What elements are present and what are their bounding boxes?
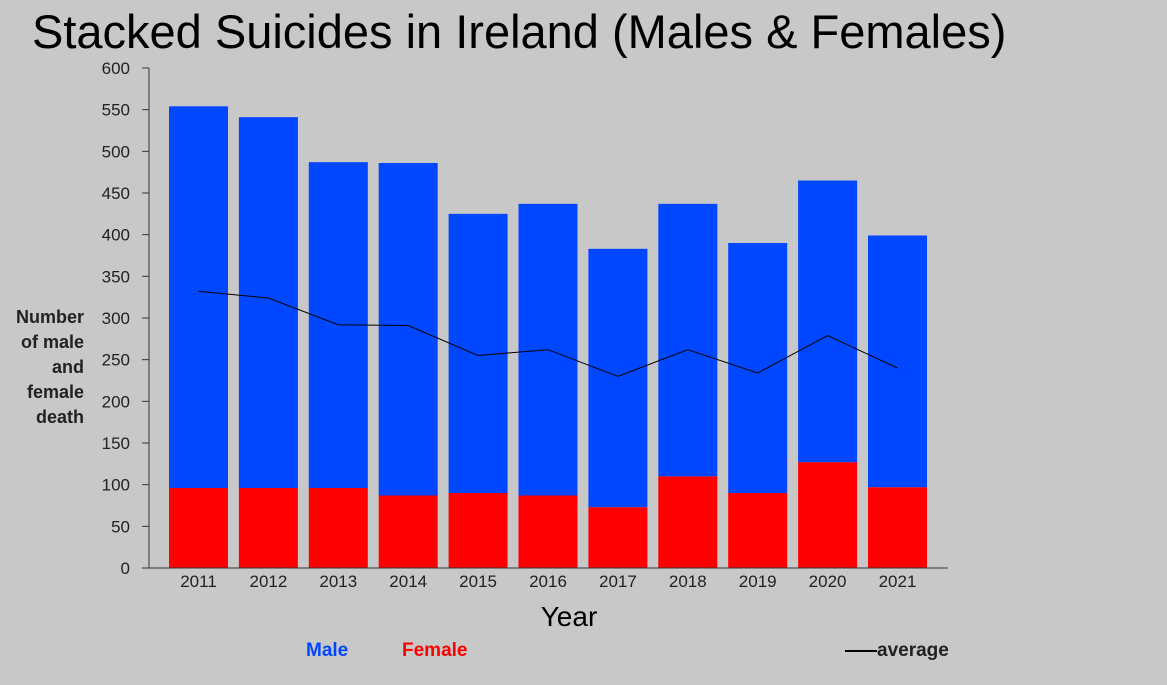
y-tick-label-150: 150 bbox=[102, 434, 130, 453]
bar-male-2019 bbox=[728, 243, 788, 493]
bar-male-2011 bbox=[169, 106, 228, 488]
x-tick-label-2014: 2014 bbox=[389, 572, 427, 591]
y-tick-label-300: 300 bbox=[102, 309, 130, 328]
bar-female-2011 bbox=[169, 488, 228, 568]
bar-female-2016 bbox=[518, 495, 578, 568]
y-tick-label-200: 200 bbox=[102, 392, 130, 411]
x-tick-label-2012: 2012 bbox=[249, 572, 287, 591]
bar-female-2018 bbox=[658, 476, 718, 568]
x-tick-label-2016: 2016 bbox=[529, 572, 567, 591]
y-tick-label-550: 550 bbox=[102, 101, 130, 120]
bar-female-2013 bbox=[308, 488, 368, 568]
axes-group: 0 50 100 150 200 250 300 350 400 450 500 550 600 2011… bbox=[102, 59, 948, 591]
average-line-group bbox=[198, 290, 898, 377]
y-tick-label-450: 450 bbox=[102, 184, 130, 203]
y-tick-label-600: 600 bbox=[102, 59, 130, 78]
bar-female-2020 bbox=[798, 462, 858, 568]
x-tick-label-2011: 2011 bbox=[180, 572, 217, 591]
x-tick-label-2021: 2021 bbox=[879, 572, 917, 591]
y-tick-label-400: 400 bbox=[102, 226, 130, 245]
bar-female-2014 bbox=[378, 495, 438, 568]
legend-male: Male bbox=[306, 640, 349, 661]
bars-group bbox=[169, 106, 927, 568]
y-tick-label-250: 250 bbox=[102, 351, 130, 370]
y-tick-label-0: 0 bbox=[121, 559, 130, 578]
y-tick-label-50: 50 bbox=[111, 517, 130, 536]
bar-male-2014 bbox=[378, 163, 438, 496]
bar-female-2017 bbox=[588, 507, 648, 568]
x-tick-label-2017: 2017 bbox=[599, 572, 637, 591]
y-axis-label: Number of male and female death bbox=[15, 307, 84, 427]
bar-male-2012 bbox=[238, 117, 298, 489]
x-tick-label-2020: 2020 bbox=[809, 572, 847, 591]
bar-male-2020 bbox=[798, 180, 858, 463]
bar-male-2021 bbox=[868, 235, 927, 488]
x-tick-label-2019: 2019 bbox=[739, 572, 777, 591]
y-tick-label-500: 500 bbox=[102, 142, 130, 161]
y-tick-label-350: 350 bbox=[102, 267, 130, 286]
x-axis-label: Year bbox=[541, 601, 598, 632]
bar-male-2018 bbox=[658, 203, 718, 477]
bar-male-2017 bbox=[588, 248, 648, 508]
x-tick-label-2013: 2013 bbox=[319, 572, 357, 591]
legend-average: average bbox=[845, 640, 949, 662]
legend-average-label: average bbox=[877, 640, 949, 661]
legend-average-line bbox=[845, 650, 877, 652]
bar-female-2012 bbox=[238, 488, 298, 568]
x-tick-label-2018: 2018 bbox=[669, 572, 707, 591]
y-tick-label-100: 100 bbox=[102, 476, 130, 495]
legend-female: Female bbox=[402, 640, 468, 661]
bar-female-2021 bbox=[868, 487, 927, 568]
x-tick-label-2015: 2015 bbox=[459, 572, 497, 591]
bar-female-2019 bbox=[728, 493, 788, 568]
average-line bbox=[198, 290, 898, 377]
bar-female-2015 bbox=[448, 493, 508, 568]
chart-title: Stacked Suicides in Ireland (Males & Fem… bbox=[32, 5, 1007, 58]
